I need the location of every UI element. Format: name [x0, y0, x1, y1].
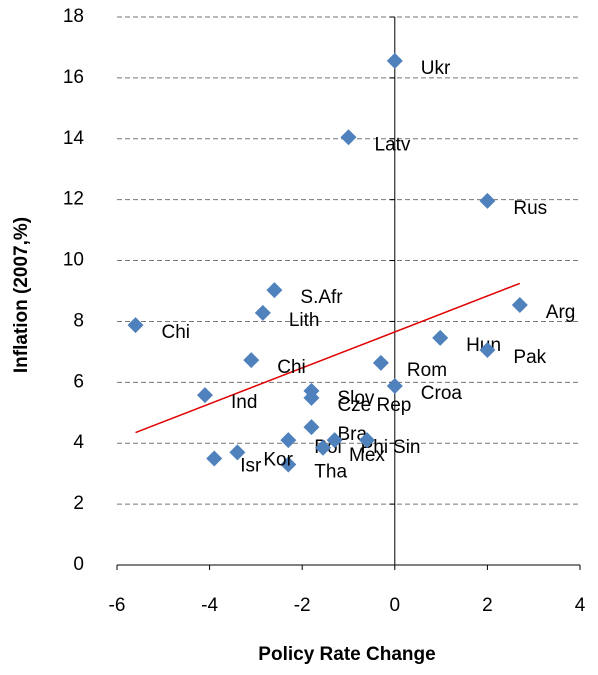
point [229, 444, 246, 461]
x-tick-label: 4 [575, 595, 586, 616]
point-label: Isr [240, 455, 262, 476]
x-tick-label: -4 [201, 595, 218, 616]
point-label: Sin [393, 437, 420, 458]
point [511, 297, 528, 314]
point-label: Chi [162, 322, 191, 343]
point [432, 329, 449, 346]
point [315, 439, 332, 456]
point [243, 352, 260, 369]
x-tick-label: 2 [482, 595, 493, 616]
point [196, 387, 213, 404]
point-label: Lith [289, 310, 320, 331]
y-tick-label: 18 [63, 6, 84, 27]
y-tick-label: 4 [73, 432, 84, 453]
point [206, 450, 223, 467]
x-tick-label: 0 [390, 595, 401, 616]
trendline [135, 282, 521, 434]
point-label: Pak [513, 347, 546, 368]
point [386, 377, 403, 394]
point [326, 432, 343, 449]
point [372, 354, 389, 371]
point-label: Chi [277, 357, 306, 378]
point [479, 192, 496, 209]
point-label: Cze Rep [337, 395, 411, 416]
x-tick-label: -6 [109, 595, 126, 616]
point [340, 129, 357, 146]
x-axis-title: Policy Rate Change [258, 644, 435, 665]
y-tick-label: 0 [73, 554, 84, 575]
point [266, 282, 283, 299]
point [280, 432, 297, 449]
point [127, 317, 144, 334]
y-tick-label: 8 [73, 310, 84, 331]
y-tick-label: 16 [63, 67, 84, 88]
y-tick-label: 6 [73, 371, 84, 392]
point [303, 419, 320, 436]
point [479, 342, 496, 359]
point-label: Ind [231, 392, 257, 413]
point-label: Arg [546, 302, 576, 323]
y-tick-label: 14 [63, 128, 85, 149]
point-label: Rus [513, 198, 547, 219]
point-label: Ukr [421, 58, 451, 79]
x-tick-label: -2 [294, 595, 311, 616]
point [254, 304, 271, 321]
point-label: Rom [407, 360, 447, 381]
point [386, 52, 403, 69]
point [303, 389, 320, 406]
point-label: Kor [263, 449, 293, 470]
point-label: S.Afr [300, 287, 343, 308]
point [359, 432, 376, 449]
y-tick-label: 10 [63, 250, 84, 271]
y-tick-label: 2 [73, 493, 84, 514]
y-axis-title: Inflation (2007,%) [11, 217, 32, 373]
point-label: Mex [349, 445, 385, 466]
point-label: Latv [375, 134, 411, 155]
point-label: Slov [337, 388, 374, 409]
point-label: Tha [314, 462, 347, 483]
y-tick-label: 12 [63, 189, 84, 210]
point-label: Croa [421, 383, 463, 404]
point [280, 456, 297, 473]
